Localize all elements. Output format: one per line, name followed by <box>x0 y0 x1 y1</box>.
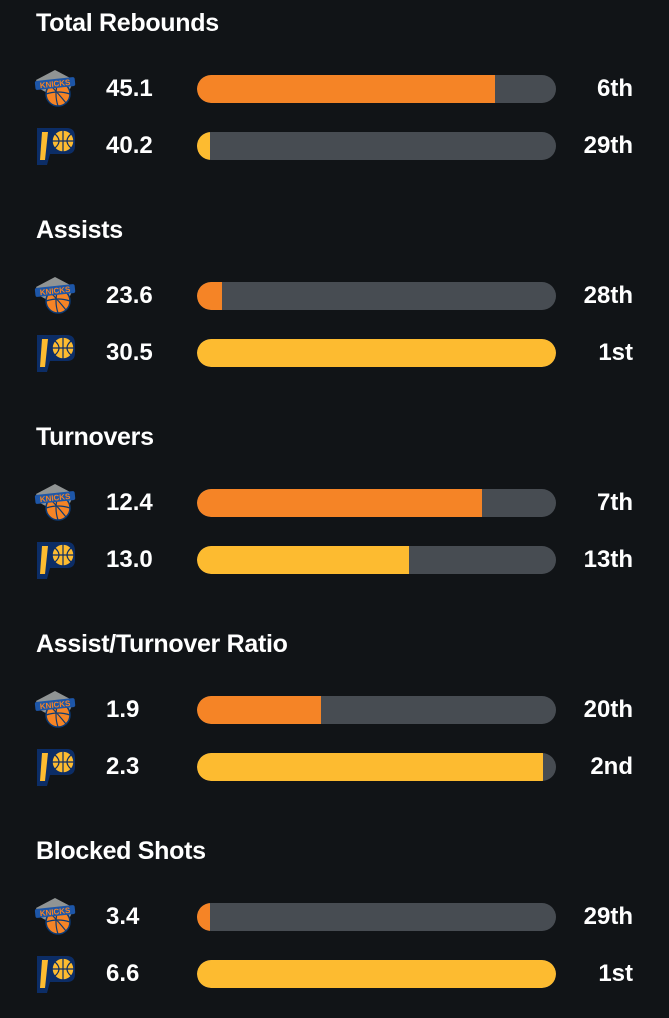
knicks-stat-row: KNICKS 3.4 29th <box>0 897 669 937</box>
svg-text:KNICKS: KNICKS <box>39 699 71 711</box>
stat-rank: 29th <box>583 903 633 930</box>
stat-bar-track <box>197 75 556 103</box>
stat-bar-track <box>197 903 556 931</box>
pacers-stat-row: 30.5 1st <box>0 333 669 373</box>
stat-bar-fill <box>197 339 556 367</box>
stat-value: 23.6 <box>106 282 153 309</box>
stat-bar-fill <box>197 753 544 781</box>
stat-value: 2.3 <box>106 753 140 780</box>
stat-bar-track <box>197 489 556 517</box>
stat-bar-track <box>197 753 556 781</box>
svg-text:KNICKS: KNICKS <box>39 78 71 90</box>
pacers-stat-row: 2.3 2nd <box>0 747 669 787</box>
svg-text:KNICKS: KNICKS <box>39 492 71 504</box>
stat-bar-track <box>197 282 556 310</box>
stat-rank: 28th <box>583 282 633 309</box>
knicks-logo-icon: KNICKS <box>34 690 76 730</box>
stat-rank: 2nd <box>590 753 633 780</box>
pacers-stat-row: 13.0 13th <box>0 540 669 580</box>
stat-value: 30.5 <box>106 339 153 366</box>
stat-rank: 13th <box>583 546 633 573</box>
stat-value: 1.9 <box>106 696 140 723</box>
stat-bar-fill <box>197 75 495 103</box>
knicks-stat-row: KNICKS 12.4 7th <box>0 483 669 523</box>
stat-value: 40.2 <box>106 132 153 159</box>
knicks-logo-icon: KNICKS <box>34 483 76 523</box>
knicks-logo-icon: KNICKS <box>34 897 76 937</box>
stat-bar-fill <box>197 282 223 310</box>
pacers-logo-icon <box>34 747 76 787</box>
stat-bar-fill <box>197 903 210 931</box>
stat-title: Blocked Shots <box>36 837 206 865</box>
pacers-logo-icon <box>34 333 76 373</box>
stat-rank: 1st <box>598 960 633 987</box>
stat-bar-track <box>197 960 556 988</box>
knicks-logo-icon: KNICKS <box>34 69 76 109</box>
stat-rank: 1st <box>598 339 633 366</box>
stat-title: Total Rebounds <box>36 9 219 37</box>
stat-title: Assists <box>36 216 123 244</box>
stat-bar-fill <box>197 489 483 517</box>
stat-rank: 29th <box>583 132 633 159</box>
stat-bar-fill <box>197 696 321 724</box>
stat-bar-track <box>197 546 556 574</box>
knicks-stat-row: KNICKS 45.1 6th <box>0 69 669 109</box>
svg-text:KNICKS: KNICKS <box>39 906 71 918</box>
stat-value: 3.4 <box>106 903 140 930</box>
stat-bar-track <box>197 132 556 160</box>
pacers-stat-row: 40.2 29th <box>0 126 669 166</box>
svg-text:KNICKS: KNICKS <box>39 285 71 297</box>
pacers-logo-icon <box>34 540 76 580</box>
knicks-stat-row: KNICKS 23.6 28th <box>0 276 669 316</box>
stat-bar-track <box>197 696 556 724</box>
stat-rank: 20th <box>583 696 633 723</box>
knicks-logo-icon: KNICKS <box>34 276 76 316</box>
stat-section: Blocked Shots KNICKS 3.4 29th 6.6 1st <box>0 828 669 1018</box>
stat-title: Turnovers <box>36 423 154 451</box>
stat-section: Turnovers KNICKS 12.4 7th 13.0 13th <box>0 414 669 604</box>
stat-rank: 6th <box>597 75 633 102</box>
stat-value: 45.1 <box>106 75 153 102</box>
stat-section: Assist/Turnover Ratio KNICKS 1.9 20th 2.3… <box>0 621 669 811</box>
stat-value: 13.0 <box>106 546 153 573</box>
stat-title: Assist/Turnover Ratio <box>36 630 288 658</box>
stat-section: Assists KNICKS 23.6 28th 30.5 1st <box>0 207 669 397</box>
stat-section: Total Rebounds KNICKS 45.1 6th 40.2 29th <box>0 0 669 190</box>
pacers-logo-icon <box>34 126 76 166</box>
stat-bar-fill <box>197 960 556 988</box>
stat-value: 6.6 <box>106 960 140 987</box>
knicks-stat-row: KNICKS 1.9 20th <box>0 690 669 730</box>
pacers-stat-row: 6.6 1st <box>0 954 669 994</box>
stat-value: 12.4 <box>106 489 153 516</box>
stat-bar-fill <box>197 132 210 160</box>
stat-rank: 7th <box>597 489 633 516</box>
pacers-logo-icon <box>34 954 76 994</box>
stat-bar-track <box>197 339 556 367</box>
stat-bar-fill <box>197 546 409 574</box>
